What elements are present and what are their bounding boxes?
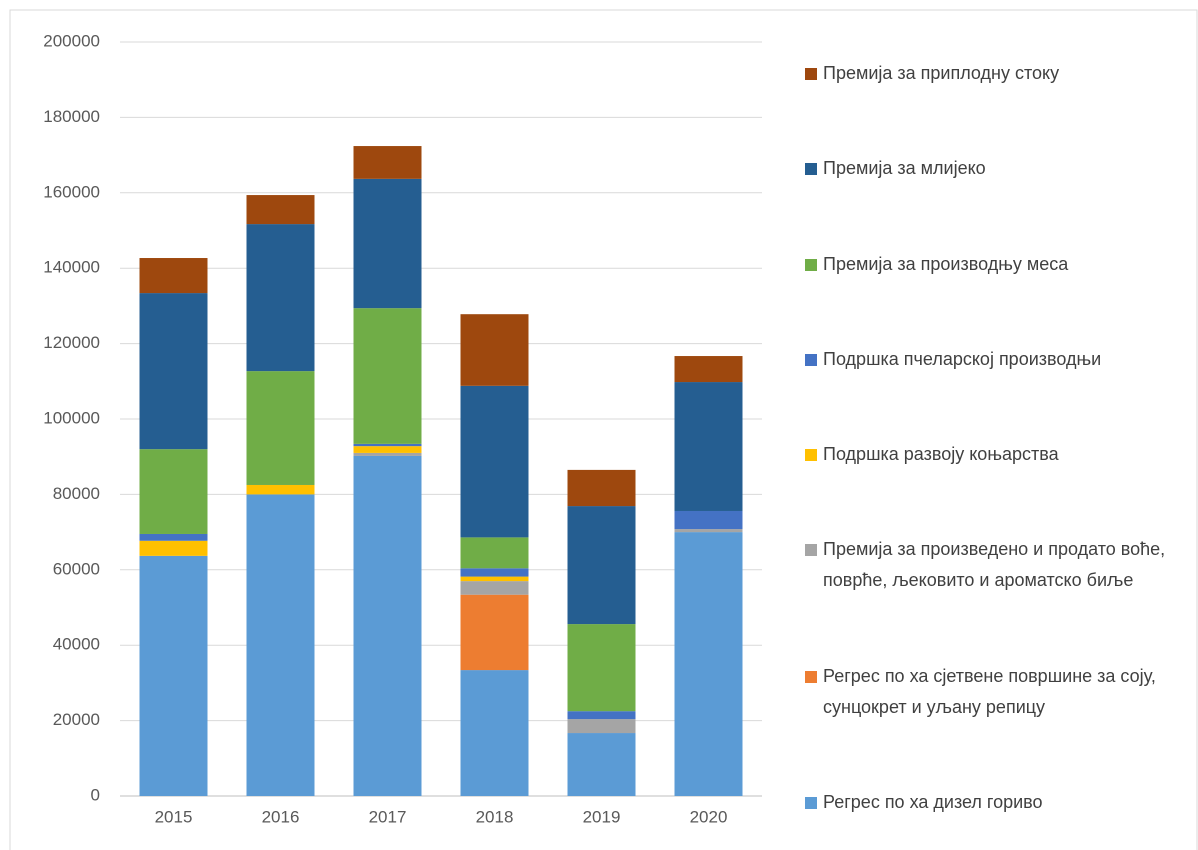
legend-swatch xyxy=(805,353,817,366)
legend-label: Премија за произведено и продато воће, п… xyxy=(823,539,1166,591)
legend-item: Регрес по ха сјетвене површине за соју, … xyxy=(805,661,1190,723)
legend-item: Подршка развоју коњарства xyxy=(805,439,1190,470)
bar-segment xyxy=(460,670,529,796)
x-tick-label: 2019 xyxy=(583,807,621,826)
y-tick-label: 120000 xyxy=(43,333,100,352)
bar-segment xyxy=(567,469,636,507)
y-tick-label: 60000 xyxy=(53,559,100,578)
x-tick-label: 2017 xyxy=(369,807,407,826)
y-tick-label: 160000 xyxy=(43,182,100,201)
bar-segment xyxy=(460,385,529,538)
bar-segment xyxy=(460,314,529,386)
legend-label: Премија за приплодну стоку xyxy=(823,63,1060,83)
legend-swatch xyxy=(805,68,817,80)
x-tick-label: 2016 xyxy=(262,807,300,826)
bar-segment xyxy=(139,540,208,556)
y-tick-label: 200000 xyxy=(43,31,100,50)
bar-segment xyxy=(460,594,529,671)
legend-swatch xyxy=(805,670,817,683)
bar-segment xyxy=(139,449,208,534)
bar-segment xyxy=(353,455,422,796)
legend-item: Премија за млијеко xyxy=(805,153,1190,184)
bar-segment xyxy=(353,178,422,309)
bar-segment xyxy=(246,494,315,796)
legend-label: Подршка развоју коњарства xyxy=(823,444,1059,465)
y-tick-label: 180000 xyxy=(43,107,100,126)
bar-segment xyxy=(674,510,743,530)
x-tick-label: 2015 xyxy=(155,807,193,826)
legend: Премија за приплодну стоку Премија за мли… xyxy=(805,58,1190,818)
bar-segment xyxy=(567,711,636,720)
legend-item: Премија за приплодну стоку xyxy=(805,58,1190,89)
bar-segment xyxy=(460,581,529,595)
bar-segment xyxy=(246,195,315,225)
chart-border xyxy=(9,9,1198,850)
bar-segment xyxy=(139,293,208,450)
bar-segment xyxy=(353,146,422,179)
bar-segment xyxy=(353,443,422,447)
bar-segment xyxy=(353,308,422,444)
bar-segment xyxy=(460,576,529,582)
legend-label: Регрес по ха сјетвене површине за соју, … xyxy=(823,665,1156,717)
legend-item: Премија за произведено и продато воће, п… xyxy=(805,534,1190,596)
bar-segment xyxy=(674,356,743,383)
y-tick-label: 20000 xyxy=(53,710,100,729)
y-tick-label: 100000 xyxy=(43,408,100,427)
bar-segment xyxy=(567,624,636,712)
y-tick-label: 80000 xyxy=(53,484,100,503)
bar-segment xyxy=(567,733,636,796)
legend-item: Премија за производњу меса xyxy=(805,249,1190,280)
bar-segment xyxy=(246,371,315,485)
bar-segment xyxy=(674,532,743,796)
bar-segment xyxy=(567,719,636,734)
bar-segment xyxy=(139,258,208,294)
bar-segment xyxy=(353,446,422,453)
legend-item: Подршка пчеларској производњи xyxy=(805,344,1190,375)
bar-segment xyxy=(674,529,743,533)
bar-segment xyxy=(567,506,636,625)
bar-segment xyxy=(460,568,529,577)
legend-swatch xyxy=(805,449,817,462)
bar-segment xyxy=(460,537,529,569)
y-tick-label: 140000 xyxy=(43,258,100,277)
x-tick-label: 2020 xyxy=(690,807,728,826)
legend-swatch xyxy=(805,258,817,271)
legend-swatch xyxy=(805,163,817,176)
bar-segment xyxy=(674,382,743,511)
legend-swatch xyxy=(805,796,817,809)
y-tick-label: 40000 xyxy=(53,635,100,654)
y-tick-label: 0 xyxy=(91,785,100,804)
legend-label: Регрес по ха дизел гориво xyxy=(823,791,1043,812)
bar-segment xyxy=(246,224,315,372)
legend-label: Подршка пчеларској производњи xyxy=(823,348,1102,369)
legend-item: Регрес по ха дизел гориво xyxy=(805,787,1190,818)
bar-segment xyxy=(246,484,315,495)
bar-segment xyxy=(353,452,422,456)
bar-segment xyxy=(139,533,208,541)
x-tick-label: 2018 xyxy=(476,807,514,826)
legend-swatch xyxy=(805,544,817,557)
bar-segment xyxy=(139,555,208,796)
legend-label: Премија за млијеко xyxy=(823,158,986,179)
legend-label: Премија за производњу меса xyxy=(823,253,1069,274)
